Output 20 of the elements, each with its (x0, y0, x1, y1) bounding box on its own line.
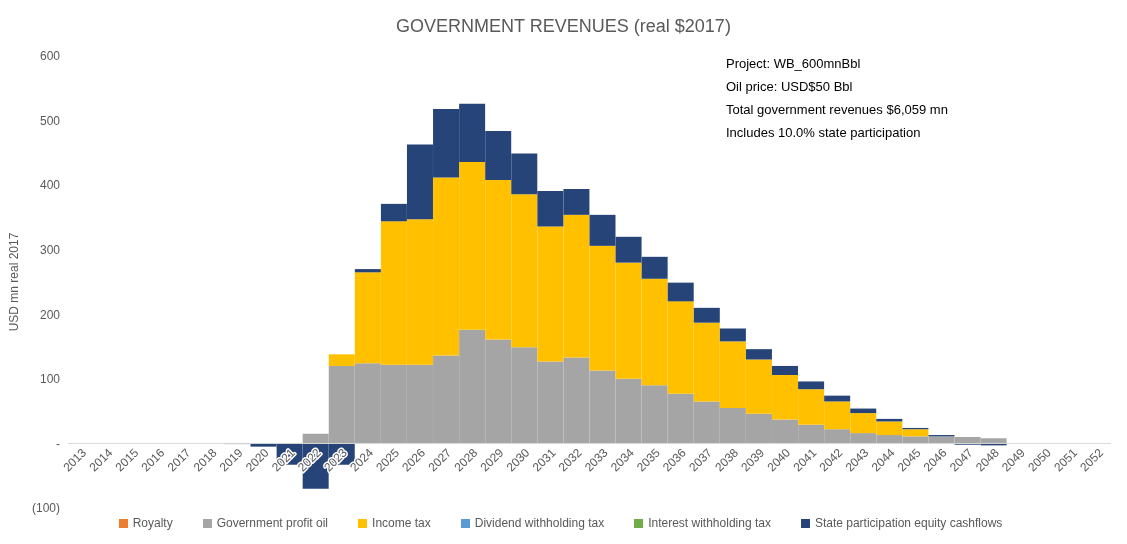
annotation: Project: WB_600mnBbl (726, 55, 862, 73)
y-tick-label: - (56, 436, 60, 451)
y-tick-label: 500 (39, 113, 61, 128)
legend-label: Income tax (372, 516, 431, 530)
y-tick-label: 400 (39, 178, 61, 193)
y-axis-title: USD mn real 2017 (7, 232, 22, 332)
y-tick-label: 600 (39, 49, 61, 64)
annotation: Includes 10.0% state participation (726, 124, 922, 142)
chart-title: GOVERNMENT REVENUES (real $2017) (395, 16, 732, 37)
legend-label: Dividend withholding tax (474, 516, 605, 530)
legend-label: Government profit oil (216, 516, 329, 530)
legend-label: Royalty (132, 516, 173, 530)
y-tick-label: 300 (39, 242, 61, 257)
y-tick-label: (100) (31, 501, 60, 516)
legend-label: State participation equity cashflows (814, 516, 1003, 530)
annotation: Oil price: USD$50 Bbl (726, 78, 854, 96)
annotation: Total government revenues $6,059 mn (726, 101, 948, 119)
y-tick-label: 200 (39, 307, 61, 322)
legend-label: Interest withholding tax (648, 516, 771, 530)
y-tick-label: 100 (39, 372, 61, 387)
